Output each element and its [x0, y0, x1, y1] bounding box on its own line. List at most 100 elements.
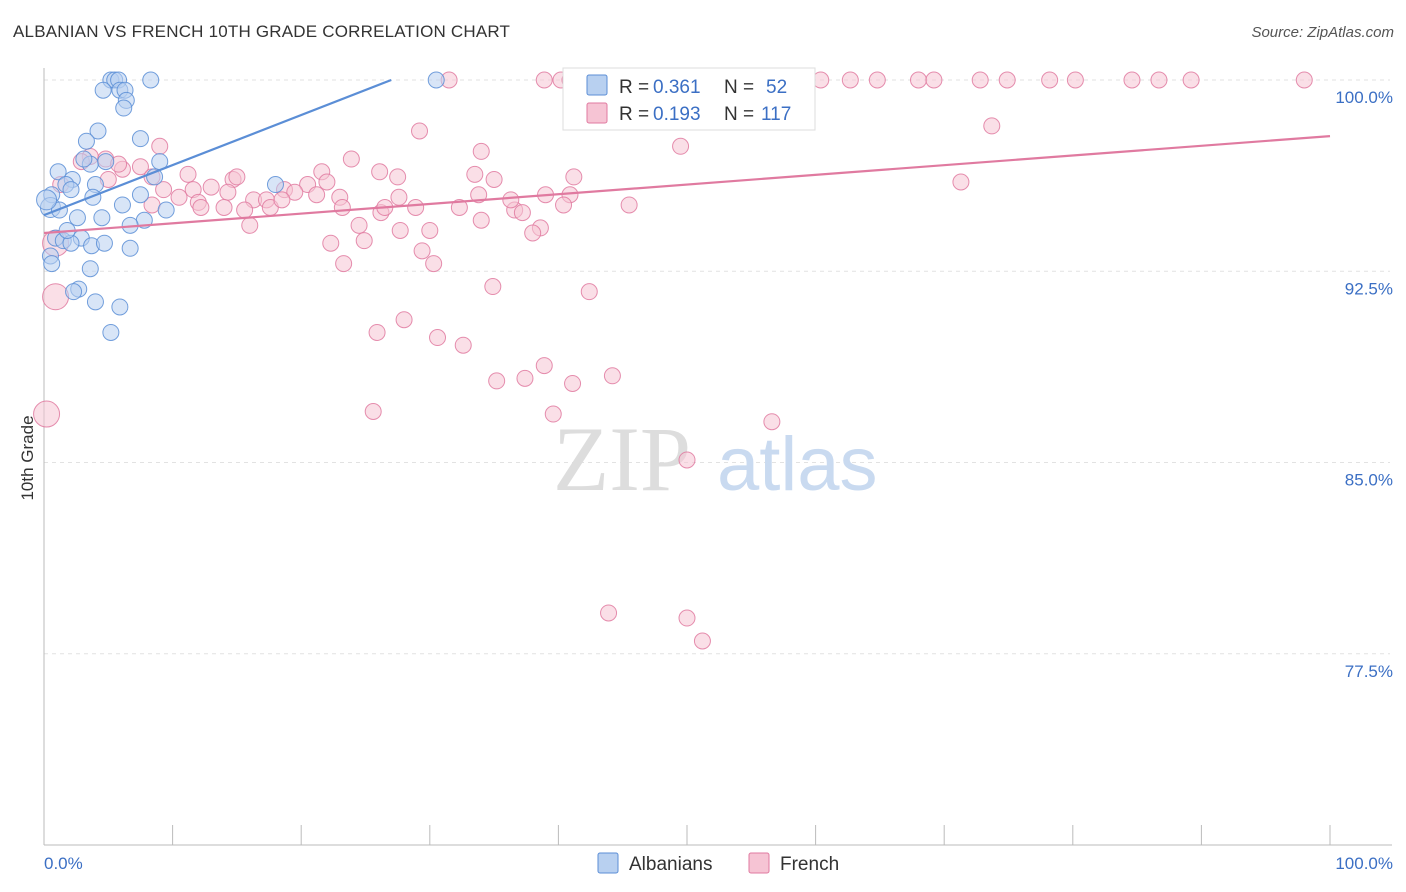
point-french [470, 186, 488, 204]
bottom-legend-label-french: French [780, 854, 839, 875]
point-albanians [93, 209, 111, 227]
point-french [472, 211, 490, 229]
point-french [411, 122, 429, 140]
point-albanians [49, 163, 67, 181]
point-french [202, 178, 220, 196]
point-french [580, 283, 598, 301]
point-french [395, 311, 413, 329]
point-french [33, 400, 61, 428]
point-french [42, 283, 70, 311]
legend-n-value: 117 [761, 104, 791, 125]
trend-line-albanians [43, 78, 392, 217]
bottom-legend: Albanians French [597, 852, 839, 875]
x-tick-label: 100.0% [1335, 854, 1393, 873]
point-french [565, 168, 583, 186]
legend-r-value: 0.361 [653, 77, 701, 98]
point-french [925, 71, 943, 89]
point-french [693, 632, 711, 650]
point-french [513, 204, 531, 222]
point-french [421, 221, 439, 239]
legend-n-value: 52 [766, 77, 787, 98]
point-french [1123, 71, 1141, 89]
point-albanians [94, 81, 112, 99]
point-french [1150, 71, 1168, 89]
point-french [544, 405, 562, 423]
point-french [413, 242, 431, 260]
point-french [1182, 71, 1200, 89]
point-albanians [86, 293, 104, 311]
bottom-legend-label-albanians: Albanians [629, 854, 712, 875]
point-albanians [427, 71, 445, 89]
point-french [868, 71, 886, 89]
point-french [466, 165, 484, 183]
point-french [909, 71, 927, 89]
point-albanians [111, 298, 129, 316]
point-albanians [89, 122, 107, 140]
point-french [335, 255, 353, 273]
point-albanians [68, 209, 86, 227]
point-french [678, 609, 696, 627]
point-french [535, 357, 553, 375]
point-french [371, 163, 389, 181]
point-french [454, 336, 472, 354]
point-french [151, 137, 169, 155]
legend-r-label: R = [619, 104, 649, 125]
gridlines [44, 79, 1390, 655]
axes [43, 68, 1392, 846]
point-french [131, 158, 149, 176]
point-french [355, 232, 373, 250]
point-french [1066, 71, 1084, 89]
point-french [485, 170, 503, 188]
series-albanians [36, 71, 445, 341]
point-french [407, 199, 425, 216]
point-french [215, 199, 233, 216]
point-french [678, 451, 696, 469]
point-albanians [65, 283, 83, 301]
point-french [241, 216, 259, 234]
point-french [286, 183, 304, 201]
point-albanians [62, 181, 80, 199]
point-albanians [75, 150, 93, 168]
point-french [342, 150, 360, 168]
legend-r-value: 0.193 [653, 104, 701, 125]
y-tick-label: 100.0% [1335, 88, 1393, 107]
point-french [364, 403, 382, 420]
source-label: Source: ZipAtlas.com [1251, 24, 1394, 41]
chart-title: ALBANIAN VS FRENCH 10TH GRADE CORRELATIO… [13, 22, 511, 41]
point-french [998, 71, 1016, 89]
point-french [472, 142, 490, 160]
point-french [620, 196, 638, 214]
point-french [952, 173, 970, 191]
point-french [350, 216, 368, 234]
watermark-atlas: atlas [717, 422, 878, 507]
y-axis-title: 10th Grade [18, 415, 37, 500]
point-albanians [77, 132, 95, 150]
point-albanians [266, 176, 284, 194]
point-french [228, 168, 246, 186]
point-french [390, 188, 408, 206]
point-french [524, 224, 542, 242]
bottom-legend-swatch-french [748, 852, 770, 874]
point-french [971, 71, 989, 89]
point-french [564, 374, 582, 392]
watermark-zip: ZIP [553, 408, 691, 510]
legend-n-label: N = [724, 77, 754, 98]
y-tick-label: 77.5% [1345, 662, 1393, 681]
point-french [391, 221, 409, 239]
point-french [219, 183, 237, 201]
point-french [322, 234, 340, 252]
x-tick-labels: 0.0% 100.0% [44, 854, 1393, 873]
point-french [1041, 71, 1059, 89]
trend-line-french [43, 135, 1331, 235]
point-albanians [157, 201, 175, 219]
point-french [425, 255, 443, 273]
point-french [155, 181, 173, 199]
point-french [236, 201, 254, 219]
point-albanians [115, 99, 133, 117]
point-french [318, 173, 336, 191]
point-albanians [81, 260, 99, 278]
point-french [429, 329, 447, 347]
point-french [600, 604, 618, 622]
point-albanians [102, 323, 120, 341]
point-french [170, 188, 188, 206]
